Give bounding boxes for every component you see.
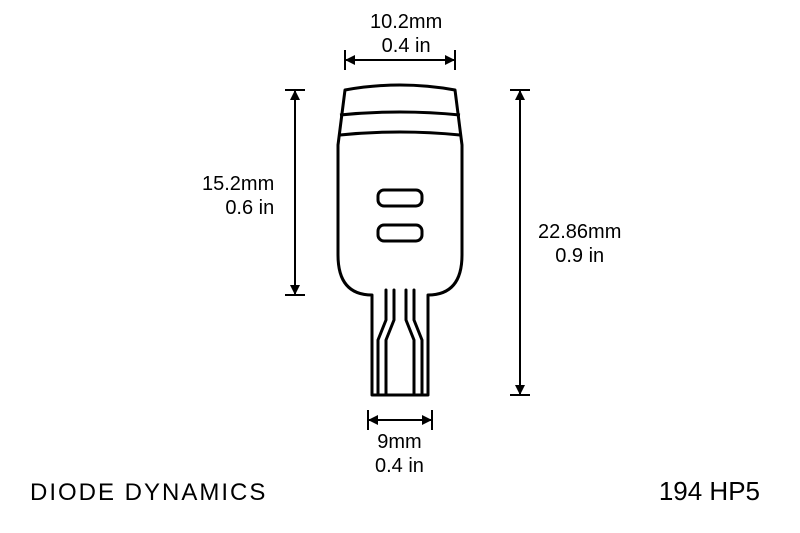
brand-label: DIODE DYNAMICS bbox=[30, 479, 267, 507]
dim-bottom-width: 9mm0.4 in bbox=[375, 430, 424, 478]
dim-left-height: 15.2mm0.6 in bbox=[202, 172, 274, 220]
dim-top-width: 10.2mm0.4 in bbox=[370, 10, 442, 58]
model-label: 194 HP5 bbox=[659, 476, 760, 507]
dim-right-height: 22.86mm0.9 in bbox=[538, 220, 621, 268]
diagram-canvas: 10.2mm0.4 in 15.2mm0.6 in 22.86mm0.9 in … bbox=[0, 0, 800, 533]
